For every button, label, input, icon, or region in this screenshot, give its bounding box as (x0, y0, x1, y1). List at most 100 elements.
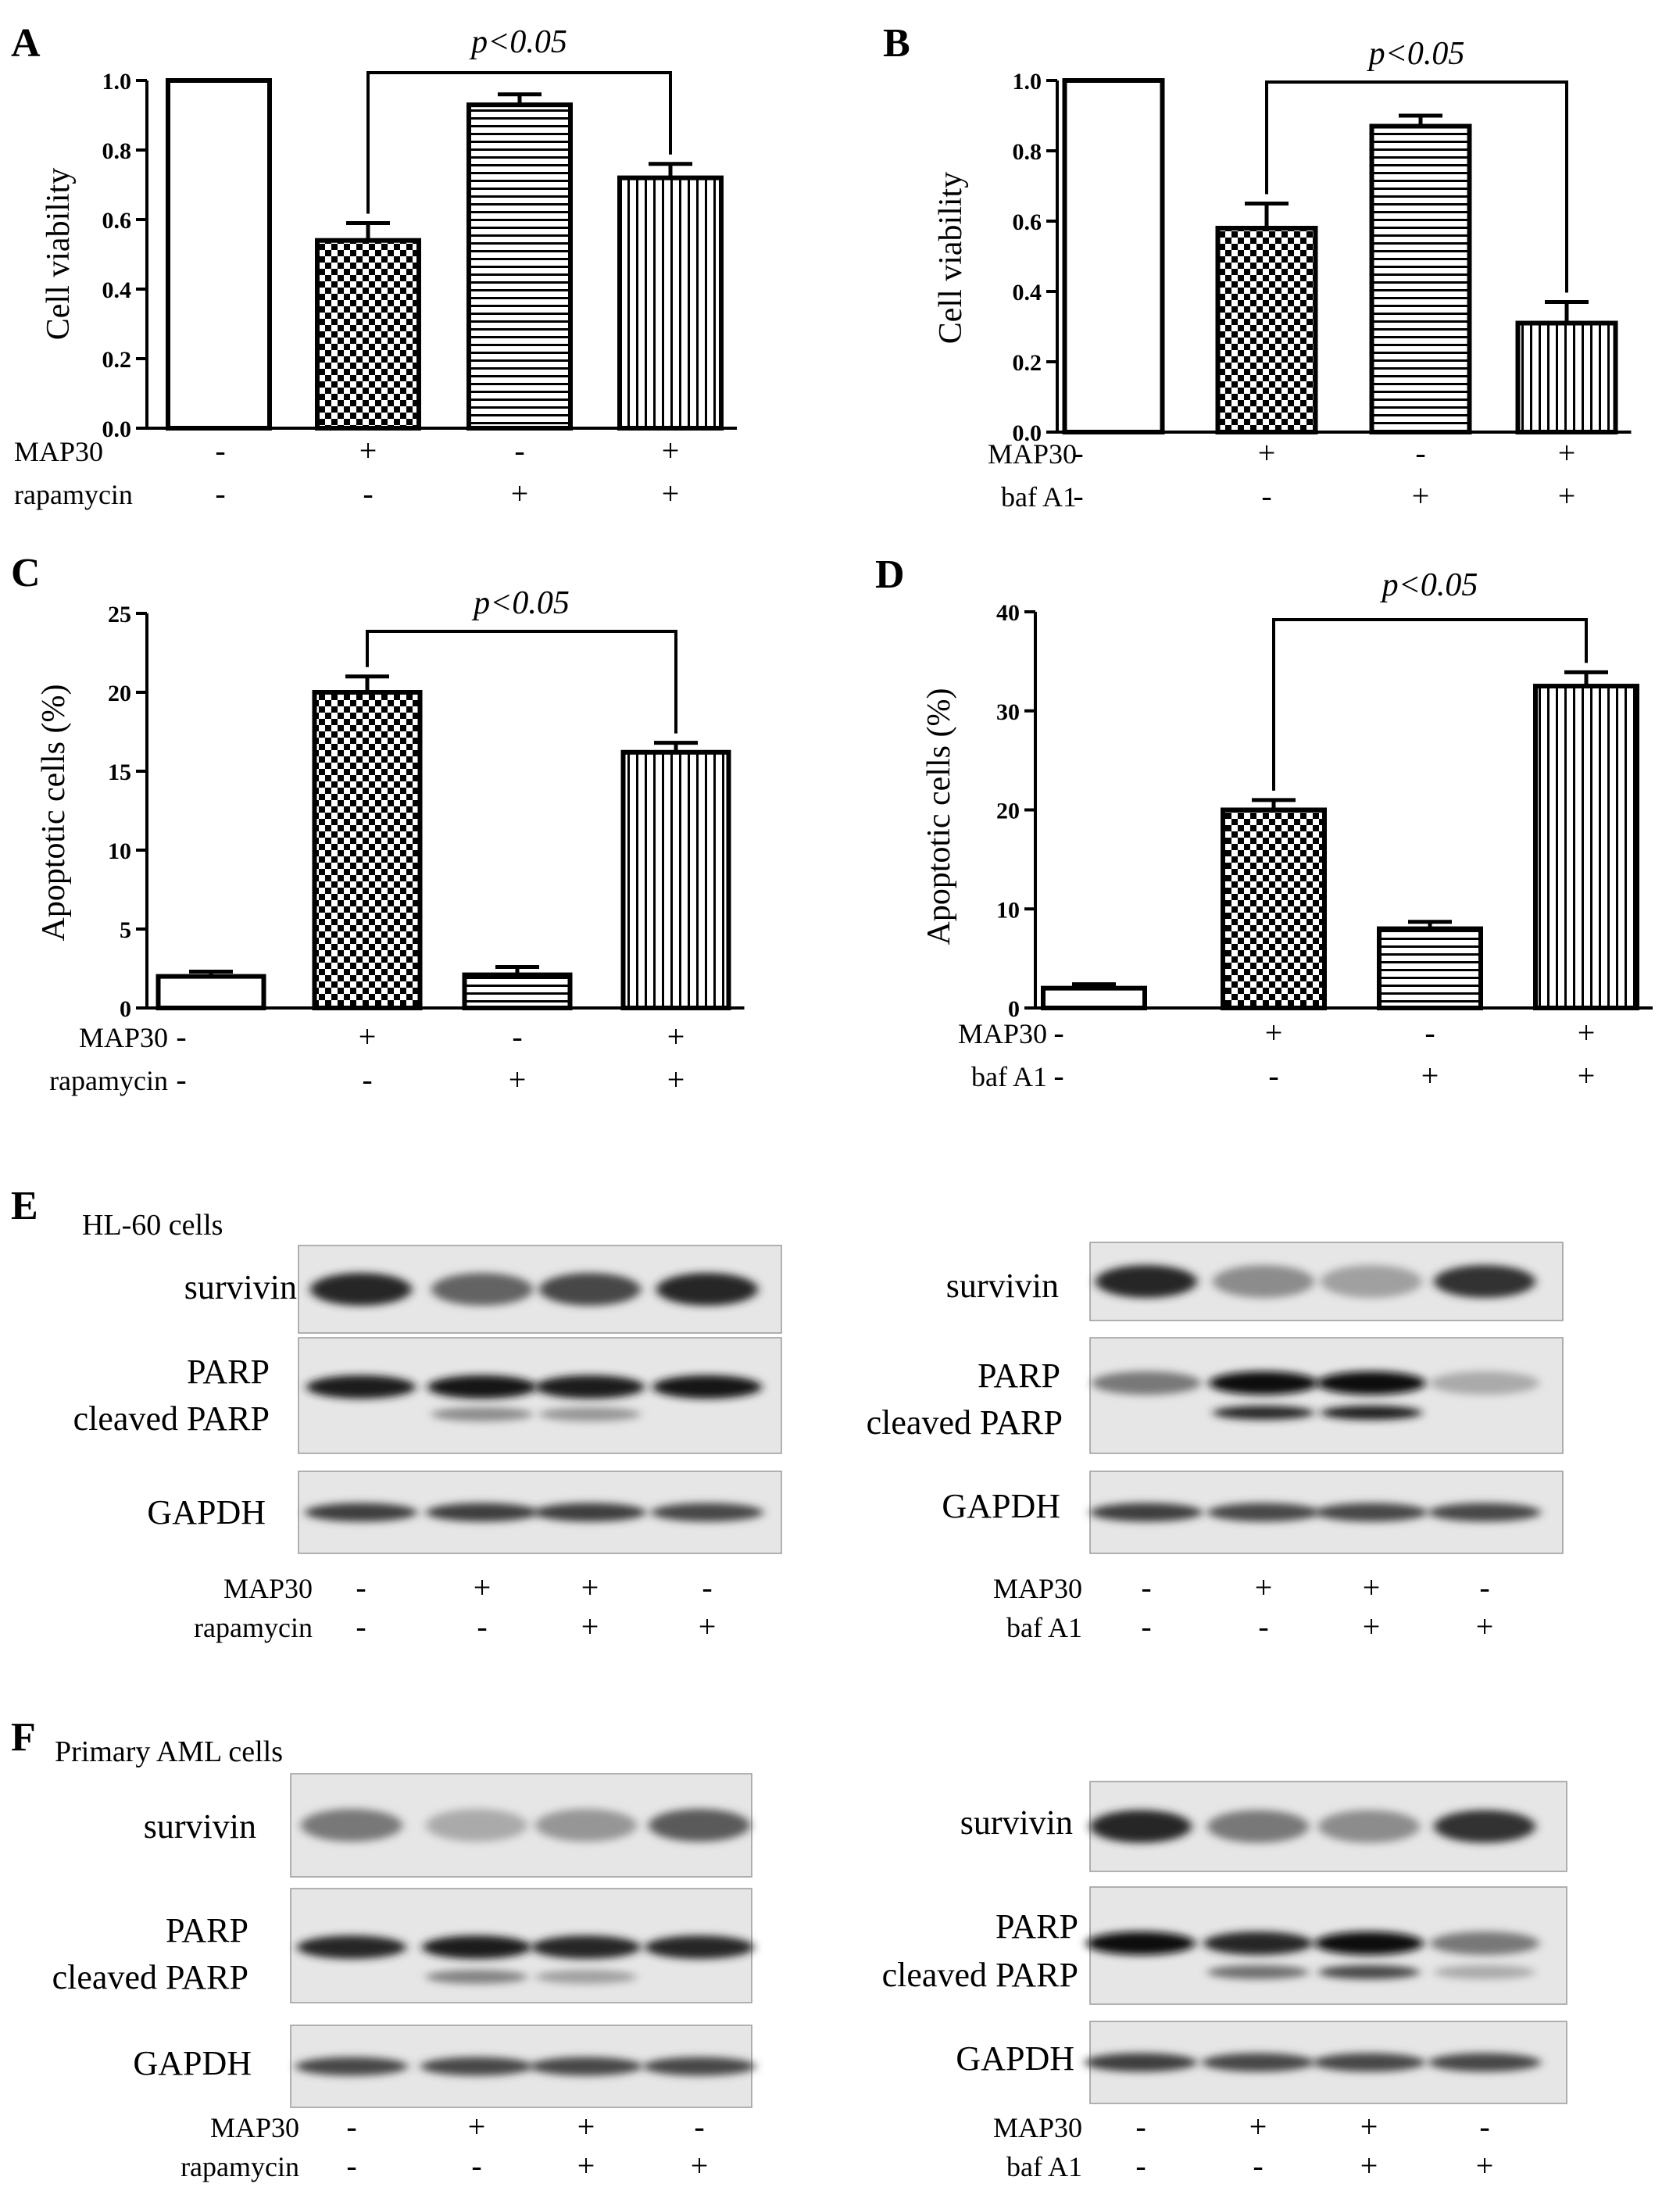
survivin-band (535, 1809, 637, 1842)
treatment-sign: + (1360, 2109, 1378, 2144)
bar-charts: A Cell viability 0.0 0.2 0.4 0.6 0.8 1.0 p<0.05 M… (11, 21, 1653, 1097)
treatment-sign: - (362, 1062, 372, 1097)
y-tick-label: 20 (996, 799, 1020, 824)
panel-letter: D (875, 552, 905, 597)
treatment-sign: - (1053, 1058, 1063, 1093)
parp-membrane (1089, 1337, 1564, 1454)
y-tick-label: 25 (108, 602, 131, 627)
panel-letter: C (11, 551, 41, 595)
bar (1215, 226, 1318, 434)
treatment-sign: + (1363, 1570, 1381, 1605)
gapdh-band (1202, 2053, 1314, 2072)
parp-band (427, 1375, 537, 1399)
gapdh-band (643, 2057, 756, 2076)
y-tick-label: 40 (996, 600, 1020, 626)
chart-b: B Cell viability 0.0 0.2 0.4 0.6 0.8 1.0 p<0.05 M… (883, 21, 1632, 513)
gapdh-band (1085, 2053, 1197, 2072)
gapdh-band (1315, 1503, 1428, 1522)
treatment-sign: + (1476, 2148, 1494, 2183)
gapdh-label: GAPDH (956, 2039, 1074, 2078)
treatment-label: MAP30 (223, 1573, 313, 1604)
survivin-band (1090, 1810, 1192, 1843)
treatment-sign: + (1249, 2109, 1267, 2144)
parp-band (535, 1375, 645, 1399)
treatment-sign: - (1415, 435, 1425, 470)
treatment-sign: + (662, 476, 680, 511)
y-tick-label: 0.2 (1013, 350, 1042, 376)
bar (1533, 684, 1639, 1010)
parp-label: PARP (995, 1907, 1078, 1946)
treatment-sign: - (1261, 478, 1271, 513)
treatment-label: rapamycin (181, 2151, 299, 2182)
survivin-band (649, 1809, 750, 1842)
treatment-sign: + (1558, 478, 1576, 513)
treatment-sign: + (509, 1062, 527, 1097)
y-tick-label: 1.0 (102, 69, 132, 95)
bar (315, 238, 421, 431)
cleaved-parp-band (1434, 1965, 1535, 1979)
treatment-sign: - (1479, 2109, 1489, 2144)
parp-band (645, 1935, 754, 1959)
panel-letter: B (883, 21, 910, 66)
treatment-label: baf A1 (1001, 481, 1077, 513)
y-tick-label: 0.6 (102, 208, 132, 234)
treatment-sign: + (359, 1019, 377, 1054)
treatment-sign: + (581, 1609, 599, 1644)
bar (1377, 926, 1483, 1010)
cleaved-parp-label: cleaved PARP (52, 1958, 248, 1996)
y-tick-label: 1.0 (1013, 69, 1042, 95)
gapdh-band (530, 2057, 642, 2076)
treatment-sign: - (215, 433, 225, 468)
gapdh-band (426, 1503, 538, 1522)
treatment-sign: + (662, 433, 680, 468)
treatment-sign: + (667, 1062, 685, 1097)
survivin-band (1207, 1810, 1309, 1843)
significance-bracket (366, 71, 672, 214)
bar (617, 175, 724, 431)
parp-band (1314, 1932, 1424, 1955)
cleaved-parp-label: cleaved PARP (882, 1956, 1078, 1994)
parp-label: PARP (166, 1911, 248, 1950)
parp-band (1086, 1932, 1196, 1955)
y-tick-label: 10 (108, 838, 131, 864)
gapdh-band (651, 1503, 763, 1522)
bar (155, 974, 266, 1010)
panel-letter: E (11, 1184, 38, 1228)
treatment-label: MAP30 (210, 2112, 299, 2143)
treatment-sign: + (1255, 1570, 1273, 1605)
treatment-sign: - (477, 1609, 487, 1644)
parp-band (1092, 1371, 1201, 1395)
treatment-sign: - (1253, 2148, 1263, 2183)
treatment-sign: + (1421, 1058, 1439, 1093)
bar (462, 972, 573, 1010)
treatment-sign: - (1053, 1015, 1063, 1050)
treatment-sign: + (1558, 435, 1576, 470)
parp-band (422, 1935, 531, 1959)
y-tick-label: 0.6 (1013, 209, 1042, 235)
treatment-label: MAP30 (958, 1018, 1047, 1049)
blot-left: survivin PARP cleaved PARP GAPDH MAP30 - + + - ra… (73, 1245, 782, 1644)
treatment-label: MAP30 (79, 1022, 168, 1053)
cleaved-parp-band (1321, 1406, 1422, 1420)
treatment-sign: - (1141, 1609, 1151, 1644)
treatment-sign: + (1360, 2148, 1378, 2183)
treatment-sign: - (215, 476, 225, 511)
significance-bracket (1272, 618, 1588, 791)
p-value-label: p<0.05 (471, 585, 570, 621)
parp-label: PARP (978, 1356, 1060, 1395)
survivin-band (539, 1273, 641, 1306)
treatment-label: baf A1 (1006, 1612, 1082, 1643)
p-value-label: p<0.05 (1380, 567, 1478, 603)
treatment-label: MAP30 (14, 436, 103, 467)
gapdh-band (1313, 2053, 1425, 2072)
treatment-sign: + (1412, 478, 1430, 513)
gapdh-label: GAPDH (147, 1493, 266, 1531)
parp-band (306, 1375, 416, 1399)
gapdh-band (1428, 2053, 1541, 2072)
treatment-label: rapamycin (14, 479, 133, 510)
bar (1221, 807, 1327, 1010)
survivin-band (656, 1273, 758, 1306)
y-tick-label: 0.4 (1013, 280, 1042, 306)
chart-a: A Cell viability 0.0 0.2 0.4 0.6 0.8 1.0 p<0.05 M… (11, 21, 737, 511)
